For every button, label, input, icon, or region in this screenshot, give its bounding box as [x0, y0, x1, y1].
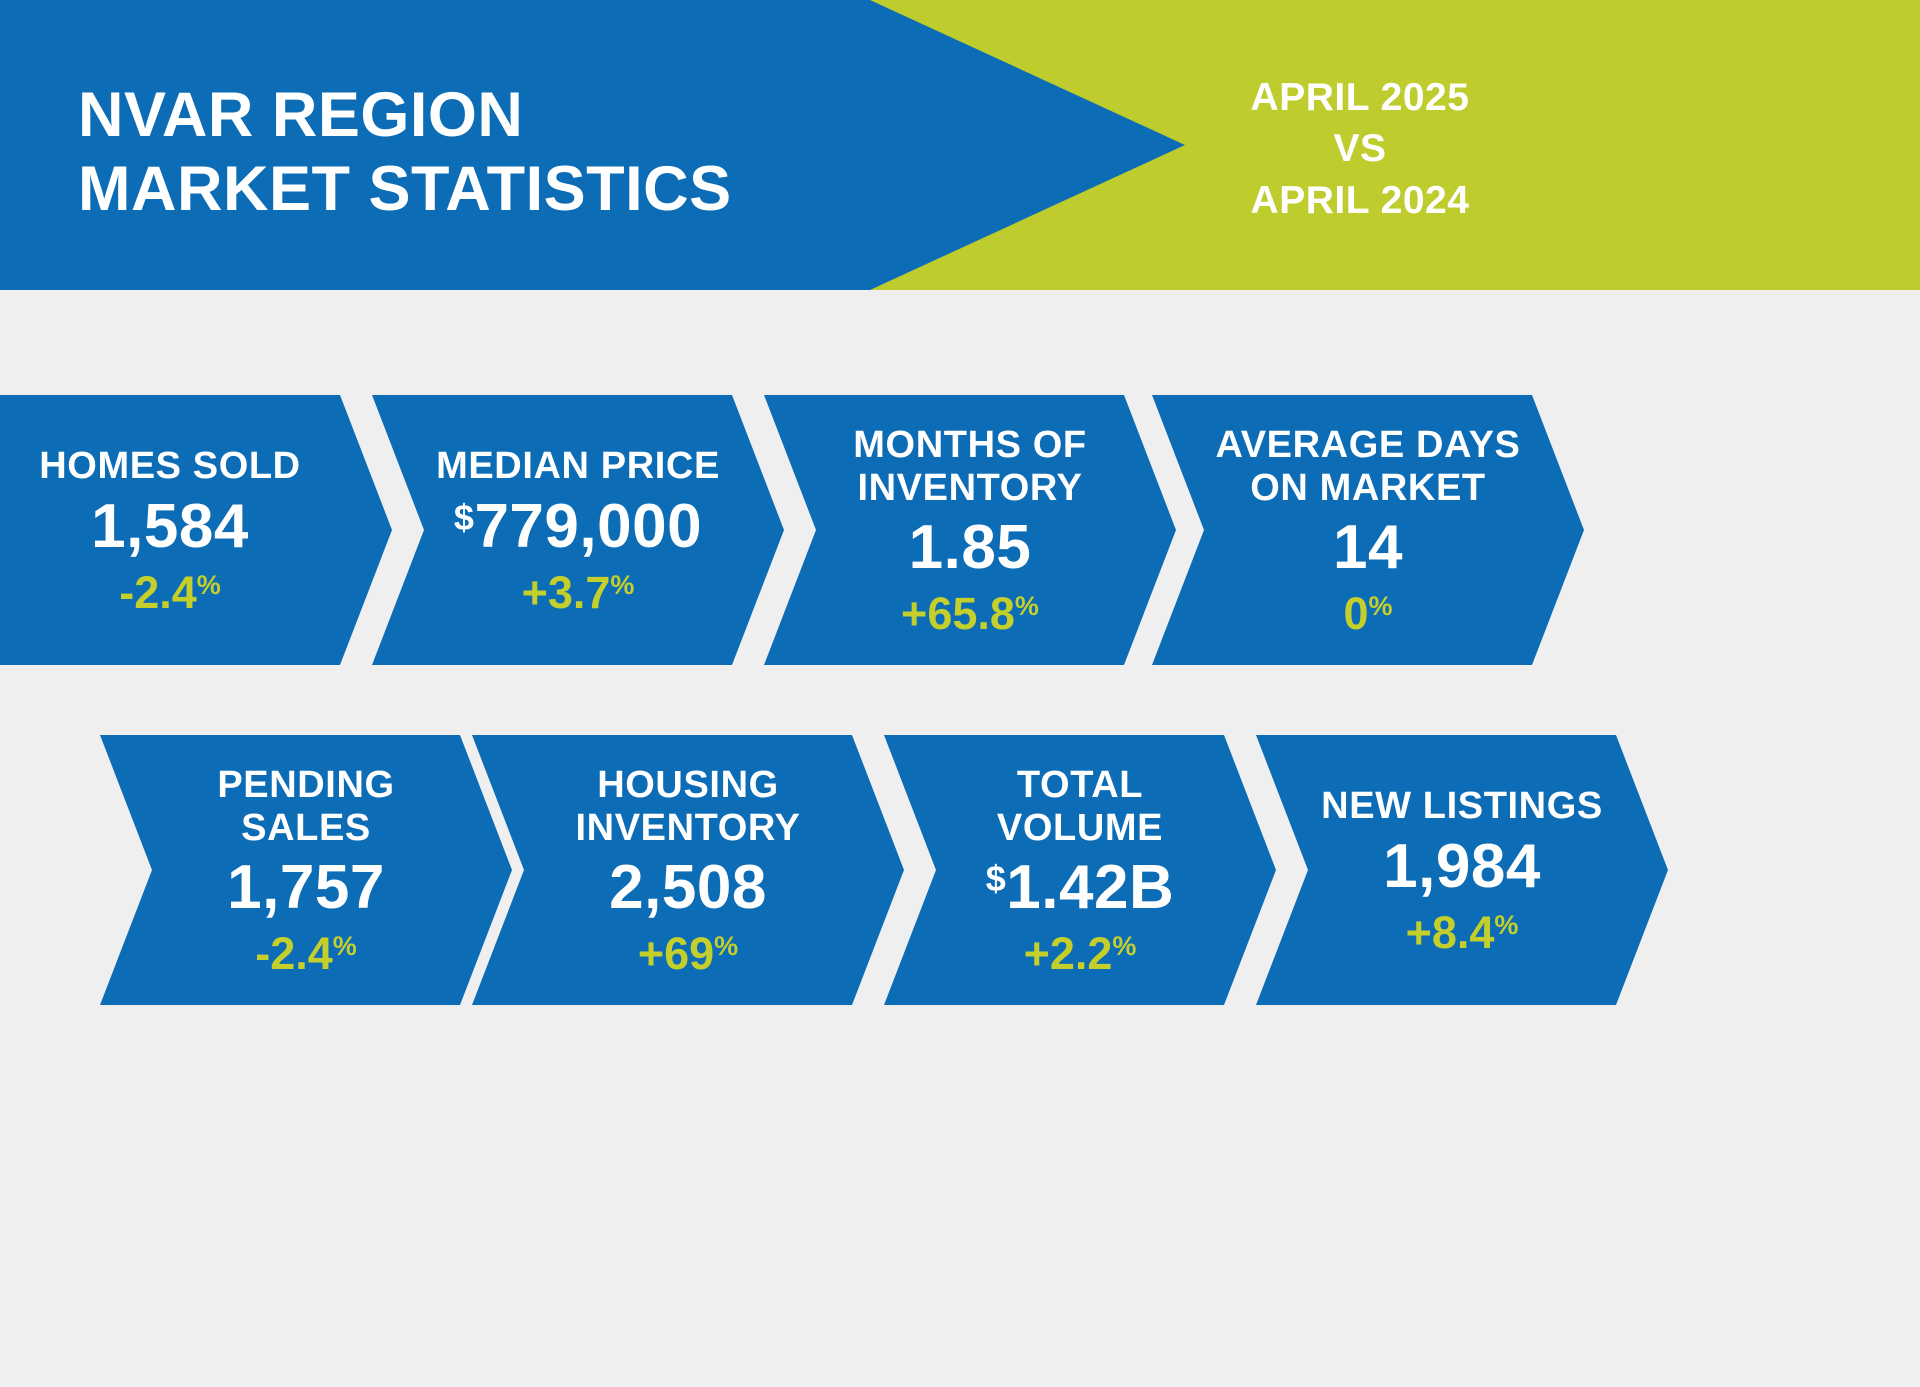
stat-change-number: +2.2: [1023, 927, 1113, 979]
percent-sign-icon: %: [332, 930, 357, 961]
stat-card: MEDIAN PRICE $779,000 +3.7%: [372, 395, 784, 665]
stat-value: $779,000: [454, 494, 702, 560]
stat-change-badge: -2.4%: [119, 570, 221, 615]
stat-label: PENDING SALES: [217, 764, 395, 849]
stat-change-number: +69: [637, 927, 715, 979]
stat-change-badge: +69%: [638, 931, 738, 976]
stat-value: 1,757: [227, 855, 385, 921]
stat-change-number: -2.4: [255, 927, 333, 979]
stat-change-badge: 0%: [1343, 591, 1392, 636]
percent-sign-icon: %: [610, 569, 635, 600]
stat-value: 2,508: [609, 855, 767, 921]
period-previous: APRIL 2024: [1250, 178, 1470, 222]
stat-value-number: 14: [1333, 513, 1403, 583]
stat-row-primary: HOMES SOLD 1,584 -2.4% MEDIAN PRICE $779,000…: [0, 395, 1920, 665]
stat-label: NEW LISTINGS: [1321, 785, 1603, 828]
percent-sign-icon: %: [1112, 930, 1137, 961]
stat-change-number: +65.8: [901, 587, 1015, 639]
stat-row-secondary: PENDING SALES 1,757 -2.4% HOUSING INVENTORY…: [100, 735, 1920, 1005]
stat-value-number: 1.85: [908, 513, 1032, 583]
stat-label: HOMES SOLD: [39, 445, 301, 488]
stat-change-badge: -2.4%: [255, 931, 357, 976]
stat-card: HOMES SOLD 1,584 -2.4%: [0, 395, 392, 665]
stat-card-content: HOMES SOLD 1,584 -2.4%: [0, 395, 340, 665]
stat-value: 14: [1333, 515, 1403, 581]
percent-sign-icon: %: [1494, 909, 1519, 940]
stat-change-badge: +2.2%: [1024, 931, 1137, 976]
stat-label: MONTHS OF INVENTORY: [853, 424, 1087, 509]
stat-card: HOUSING INVENTORY 2,508 +69%: [472, 735, 904, 1005]
stat-value: 1,984: [1383, 834, 1541, 900]
stat-change-badge: +3.7%: [522, 570, 635, 615]
stat-value: 1.85: [909, 515, 1032, 581]
stat-value-number: 1.42B: [1006, 853, 1175, 923]
stat-value-number: 1,984: [1383, 831, 1541, 901]
header-banner: NVAR REGION MARKET STATISTICS APRIL 2025…: [0, 0, 1920, 290]
stat-value: 1,584: [91, 494, 249, 560]
percent-sign-icon: %: [1014, 590, 1039, 621]
stat-card-content: MEDIAN PRICE $779,000 +3.7%: [424, 395, 732, 665]
stat-card-content: NEW LISTINGS 1,984 +8.4%: [1308, 735, 1616, 1005]
stat-value-number: 1,584: [91, 491, 249, 561]
stat-change-number: +3.7: [521, 566, 611, 618]
stat-label: HOUSING INVENTORY: [575, 764, 801, 849]
stat-card-content: TOTAL VOLUME $1.42B +2.2%: [936, 735, 1224, 1005]
period-separator: VS: [1333, 127, 1387, 171]
stat-label: MEDIAN PRICE: [436, 445, 720, 488]
stat-currency-symbol: $: [985, 858, 1007, 900]
stat-change-number: +8.4: [1405, 906, 1495, 958]
percent-sign-icon: %: [1368, 590, 1393, 621]
stat-card-content: MONTHS OF INVENTORY 1.85 +65.8%: [816, 395, 1124, 665]
stat-label: TOTAL VOLUME: [996, 764, 1164, 849]
stat-value: $1.42B: [986, 855, 1174, 921]
stat-change-badge: +65.8%: [901, 591, 1039, 636]
stat-change-number: -2.4: [119, 566, 197, 618]
stat-card-content: AVERAGE DAYS ON MARKET 14 0%: [1204, 395, 1532, 665]
stat-card: AVERAGE DAYS ON MARKET 14 0%: [1152, 395, 1584, 665]
stat-currency-symbol: $: [453, 496, 475, 538]
stat-card-content: HOUSING INVENTORY 2,508 +69%: [524, 735, 852, 1005]
comparison-period: APRIL 2025 VS APRIL 2024: [1120, 72, 1600, 226]
stat-card: PENDING SALES 1,757 -2.4%: [100, 735, 512, 1005]
stat-card: TOTAL VOLUME $1.42B +2.2%: [884, 735, 1276, 1005]
stat-value-number: 779,000: [474, 491, 703, 561]
stat-change-badge: +8.4%: [1406, 910, 1519, 955]
stat-value-number: 1,757: [227, 853, 385, 923]
stat-card-content: PENDING SALES 1,757 -2.4%: [152, 735, 460, 1005]
stat-value-number: 2,508: [609, 853, 767, 923]
page-title: NVAR REGION MARKET STATISTICS: [78, 80, 732, 225]
period-current: APRIL 2025: [1250, 76, 1470, 119]
stat-card: MONTHS OF INVENTORY 1.85 +65.8%: [764, 395, 1176, 665]
stat-change-number: 0: [1343, 587, 1369, 639]
stat-label: AVERAGE DAYS ON MARKET: [1215, 424, 1521, 509]
percent-sign-icon: %: [714, 930, 739, 961]
stat-card: NEW LISTINGS 1,984 +8.4%: [1256, 735, 1668, 1005]
percent-sign-icon: %: [196, 569, 221, 600]
